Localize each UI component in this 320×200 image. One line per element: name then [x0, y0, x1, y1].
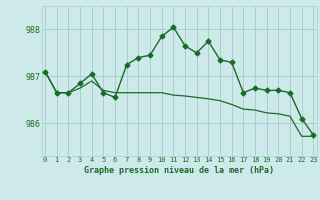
X-axis label: Graphe pression niveau de la mer (hPa): Graphe pression niveau de la mer (hPa)	[84, 166, 274, 175]
